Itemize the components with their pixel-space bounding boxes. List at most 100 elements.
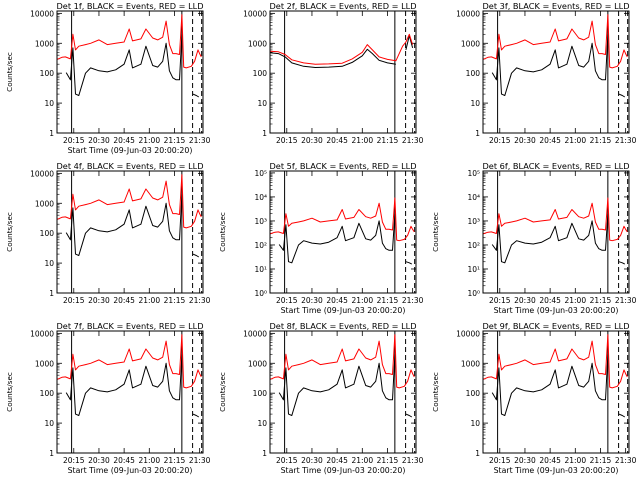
x-tick-label: 20:45 — [113, 296, 135, 305]
chart-title: Det 7f, BLACK = Events, RED = LLD — [56, 321, 203, 331]
detector-panel-9: Det 9f, BLACK = Events, RED = LLD 1 10 100 1… — [426, 320, 639, 480]
x-tick-label: 21:00 — [351, 456, 373, 465]
detector-panel-7: Det 7f, BLACK = Events, RED = LLD 1 10 100 1… — [0, 320, 213, 480]
events-series-line — [491, 34, 626, 98]
y-axis-label: Counts/sec — [431, 212, 440, 252]
events-series-line — [65, 34, 200, 98]
y-tick-label: 10 — [44, 99, 54, 108]
x-tick-label: 21:00 — [138, 296, 160, 305]
x-tick-label: 20:30 — [301, 456, 323, 465]
y-tick-label: 1000 — [35, 39, 54, 48]
y-tick-label: 10000 — [30, 169, 54, 178]
plot-frame — [56, 170, 204, 294]
lld-series-line — [269, 197, 415, 242]
x-tick-label: 21:15 — [377, 296, 399, 305]
x-tick-label: 20:15 — [63, 296, 85, 305]
plot-frame — [482, 330, 630, 454]
x-tick-label: 20:45 — [326, 456, 348, 465]
y-tick-label: 1 — [475, 449, 480, 458]
y-tick-label: 1000 — [248, 359, 267, 368]
lld-series-line — [56, 334, 202, 389]
detector-panel-1: Det 1f, BLACK = Events, RED = LLD 1 10 100 1… — [0, 0, 213, 160]
x-tick-label: 21:30 — [402, 456, 424, 465]
x-tick-label: 20:30 — [88, 456, 110, 465]
y-tick-label: 1 — [49, 129, 54, 138]
y-tick-label: 1000 — [35, 359, 54, 368]
y-axis-label: Counts/sec — [218, 212, 227, 252]
x-tick-label: 21:30 — [615, 136, 637, 145]
x-axis-label: Start Time (09-Jun-03 20:00:20) — [494, 306, 619, 315]
y-tick-label: 10¹ — [254, 265, 267, 274]
plot-frame — [269, 170, 417, 294]
x-axis-label: Start Time (09-Jun-03 20:00:20) — [281, 306, 406, 315]
y-tick-label: 10000 — [243, 9, 267, 18]
x-axis-label: Start Time (09-Jun-03 20:00:20) — [68, 466, 193, 475]
lightcurve-plot-8: Det 8f, BLACK = Events, RED = LLD 1 10 100 1… — [218, 321, 424, 475]
plot-frame — [269, 10, 417, 134]
y-tick-label: 1000 — [35, 199, 54, 208]
x-tick-label: 20:45 — [326, 296, 348, 305]
y-tick-label: 100 — [40, 389, 55, 398]
y-tick-label: 10 — [44, 419, 54, 428]
chart-title: Det 3f, BLACK = Events, RED = LLD — [482, 1, 629, 11]
x-tick-label: 20:30 — [88, 136, 110, 145]
x-tick-label: 21:15 — [164, 296, 186, 305]
x-tick-label: 20:45 — [539, 136, 561, 145]
x-tick-label: 21:00 — [351, 296, 373, 305]
chart-title: Det 6f, BLACK = Events, RED = LLD — [482, 161, 629, 171]
chart-title: Det 1f, BLACK = Events, RED = LLD — [56, 1, 203, 11]
x-tick-label: 21:30 — [189, 456, 211, 465]
y-tick-label: 100 — [40, 69, 55, 78]
detector-panel-6: Det 6f, BLACK = Events, RED = LLD 10⁰ 10¹ 1… — [426, 160, 639, 320]
lightcurve-plot-6: Det 6f, BLACK = Events, RED = LLD 10⁰ 10¹ 1… — [431, 161, 637, 315]
x-tick-label: 21:15 — [590, 296, 612, 305]
y-tick-label: 1000 — [461, 359, 480, 368]
y-tick-label: 1 — [475, 129, 480, 138]
y-tick-label: 10000 — [30, 329, 54, 338]
x-tick-label: 21:00 — [564, 136, 586, 145]
detector-panel-2: Det 2f, BLACK = Events, RED = LLD 1 10 100 1… — [213, 0, 426, 160]
x-tick-label: 20:30 — [88, 296, 110, 305]
x-tick-label: 21:00 — [351, 136, 373, 145]
x-tick-label: 20:15 — [276, 456, 298, 465]
x-axis-label: Start Time (09-Jun-03 20:00:20) — [281, 466, 406, 475]
y-tick-label: 10⁰ — [254, 289, 267, 298]
x-axis-label: Start Time (09-Jun-03 20:00:20) — [494, 466, 619, 475]
x-tick-label: 20:45 — [326, 136, 348, 145]
y-tick-label: 10² — [467, 241, 480, 250]
y-tick-label: 1 — [262, 129, 267, 138]
chart-title: Det 9f, BLACK = Events, RED = LLD — [482, 321, 629, 331]
lld-series-line — [56, 174, 202, 229]
y-tick-label: 10000 — [456, 9, 480, 18]
events-series-line — [278, 213, 413, 265]
lld-series-line — [482, 197, 628, 242]
y-tick-label: 10⁵ — [254, 169, 267, 178]
chart-title: Det 5f, BLACK = Events, RED = LLD — [269, 161, 416, 171]
x-axis-label: Start Time (09-Jun-03 20:00:20) — [68, 146, 193, 155]
y-tick-label: 10 — [44, 259, 54, 268]
lld-series-line — [56, 14, 202, 69]
plot-frame — [482, 10, 630, 134]
events-series-line — [269, 35, 414, 68]
x-tick-label: 20:15 — [489, 296, 511, 305]
y-tick-label: 1 — [49, 449, 54, 458]
chart-title: Det 8f, BLACK = Events, RED = LLD — [269, 321, 416, 331]
detector-panel-5: Det 5f, BLACK = Events, RED = LLD 10⁰ 10¹ 1… — [213, 160, 426, 320]
x-tick-label: 20:30 — [514, 296, 536, 305]
y-tick-label: 10² — [254, 241, 267, 250]
y-tick-label: 10³ — [467, 217, 480, 226]
lld-series-line — [482, 14, 628, 69]
y-tick-label: 10 — [470, 419, 480, 428]
events-series-line — [65, 354, 200, 418]
y-tick-label: 100 — [253, 389, 268, 398]
events-series-line — [491, 213, 626, 265]
x-tick-label: 20:45 — [539, 296, 561, 305]
y-tick-label: 10000 — [456, 329, 480, 338]
plot-frame — [482, 170, 630, 294]
x-tick-label: 20:45 — [113, 136, 135, 145]
y-tick-label: 10³ — [254, 217, 267, 226]
x-tick-label: 20:15 — [276, 296, 298, 305]
y-tick-label: 10⁰ — [467, 289, 480, 298]
events-series-line — [65, 194, 200, 258]
